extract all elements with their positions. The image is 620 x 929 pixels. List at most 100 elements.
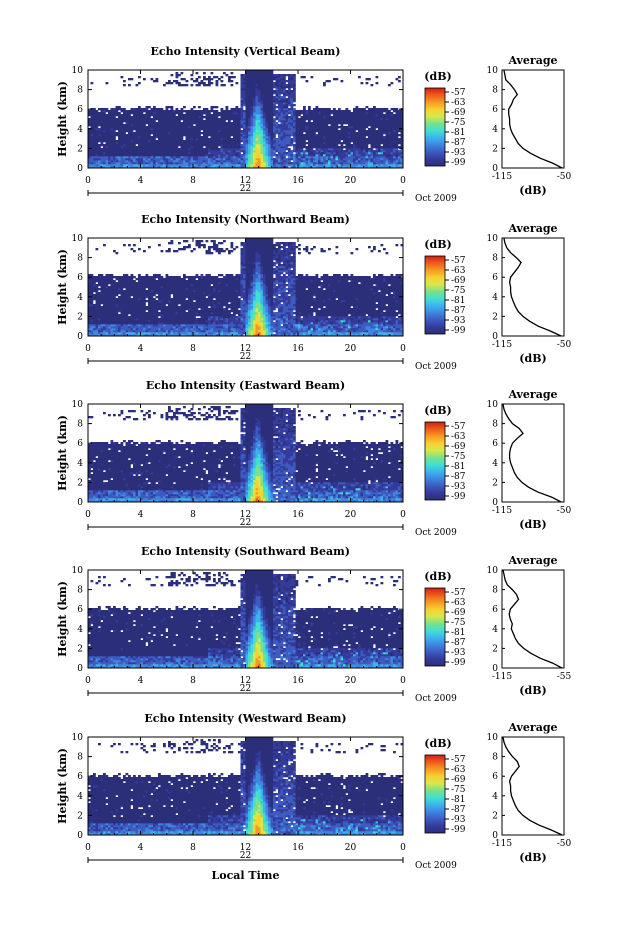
x-tick-label: 20: [345, 176, 357, 186]
profile-x-tick-label: -50: [557, 172, 572, 182]
colorbar-label: (dB): [424, 70, 451, 83]
y-tick-label: 4: [77, 293, 83, 303]
colorbar-tick-label: -93: [451, 316, 466, 326]
profile-line: [503, 237, 562, 337]
colorbar-tick-label: -75: [451, 118, 466, 128]
colorbar-tick-label: -69: [451, 775, 466, 785]
y-axis-label: Height (km): [56, 415, 69, 491]
x-tick-label: 16: [292, 843, 304, 853]
colorbar-label: (dB): [424, 737, 451, 750]
profile-line: [502, 569, 563, 669]
panel-title: Echo Intensity (Westward Beam): [144, 712, 346, 725]
x-tick-label: 4: [138, 676, 144, 686]
panel-4: Echo Intensity (Southward Beam) 0 2 4 6 8 10 0 4…: [56, 545, 572, 704]
profile-y-tick-label: 6: [492, 273, 498, 283]
profile-y-tick-label: 0: [492, 664, 498, 674]
profile-frame: [501, 736, 565, 836]
panel-5: Echo Intensity (Westward Beam) 0 2 4 6 8 10 0 4 8…: [56, 712, 572, 871]
date-month-label: Oct 2009: [415, 861, 457, 871]
profile-x-tick-label: -115: [492, 172, 512, 182]
profile-y-tick-label: 10: [487, 733, 499, 743]
heatmap: [88, 70, 404, 169]
colorbar-tick-label: -75: [451, 286, 466, 296]
x-tick-label: 12: [240, 176, 251, 186]
x-tick-label: 8: [190, 510, 196, 520]
colorbar-tick-label: -63: [451, 98, 466, 108]
colorbar: [424, 421, 446, 501]
y-tick-label: 6: [77, 105, 83, 115]
date-month-label: Oct 2009: [415, 362, 457, 372]
profile-y-tick-label: 10: [487, 566, 499, 576]
date-day-label: 22: [240, 352, 251, 362]
y-tick-label: 6: [77, 772, 83, 782]
heatmap: [88, 238, 404, 337]
x-tick-label: 12: [240, 510, 251, 520]
colorbar-tick-label: -93: [451, 148, 466, 158]
y-tick-label: 10: [72, 566, 84, 576]
x-tick-label: 20: [345, 344, 357, 354]
y-tick-label: 2: [77, 811, 83, 821]
profile-y-tick-label: 2: [492, 811, 498, 821]
profile-title: Average: [507, 388, 557, 401]
x-tick-label: 8: [190, 676, 196, 686]
colorbar-tick-label: -63: [451, 765, 466, 775]
profile-frame: [501, 69, 565, 169]
colorbar: [424, 587, 446, 667]
profile-y-tick-label: 2: [492, 312, 498, 322]
y-tick-label: 4: [77, 125, 83, 135]
x-tick-label: 4: [138, 843, 144, 853]
y-tick-label: 8: [77, 86, 83, 96]
date-month-label: Oct 2009: [415, 528, 457, 538]
colorbar-tick-label: -99: [451, 158, 466, 168]
y-axis-label: Height (km): [56, 748, 69, 824]
profile-y-tick-label: 6: [492, 772, 498, 782]
profile-y-tick-label: 2: [492, 144, 498, 154]
profile-frame: [501, 237, 565, 337]
profile-y-tick-label: 10: [487, 400, 499, 410]
colorbar-tick-label: -87: [451, 805, 466, 815]
x-tick-label: 16: [292, 676, 304, 686]
profile-x-tick-label: -50: [557, 839, 572, 849]
y-tick-label: 8: [77, 586, 83, 596]
colorbar-tick-label: -75: [451, 785, 466, 795]
profile-y-tick-label: 10: [487, 66, 499, 76]
profile-x-label: (dB): [519, 851, 546, 864]
heatmap: [88, 737, 404, 836]
date-month-label: Oct 2009: [415, 194, 457, 204]
y-tick-label: 6: [77, 273, 83, 283]
profile-y-tick-label: 10: [487, 234, 499, 244]
profile-y-tick-label: 2: [492, 478, 498, 488]
profile-title: Average: [507, 222, 557, 235]
x-tick-label: 0: [400, 843, 406, 853]
profile-x-tick-label: -55: [557, 672, 572, 682]
profile-y-tick-label: 4: [492, 792, 498, 802]
x-tick-label: 16: [292, 344, 304, 354]
panel-3: Echo Intensity (Eastward Beam) 0 2 4 6 8 10 0 4 8…: [56, 379, 572, 538]
colorbar: [424, 87, 446, 167]
colorbar-tick-label: -69: [451, 108, 466, 118]
y-tick-label: 10: [72, 66, 84, 76]
colorbar-tick-label: -99: [451, 825, 466, 835]
profile-x-label: (dB): [519, 518, 546, 531]
date-day-label: 22: [240, 518, 251, 528]
profile-y-tick-label: 6: [492, 105, 498, 115]
heatmap: [88, 570, 404, 669]
profile-y-tick-label: 0: [492, 498, 498, 508]
colorbar-tick-label: -87: [451, 472, 466, 482]
profile-x-tick-label: -50: [557, 340, 572, 350]
colorbar-tick-label: -81: [451, 296, 466, 306]
colorbar-tick-label: -63: [451, 598, 466, 608]
x-tick-label: 0: [400, 344, 406, 354]
x-tick-label: 12: [240, 843, 251, 853]
profile-x-label: (dB): [519, 352, 546, 365]
x-tick-label: 20: [345, 676, 357, 686]
colorbar-tick-label: -57: [451, 88, 466, 98]
colorbar-tick-label: -93: [451, 648, 466, 658]
colorbar-tick-label: -57: [451, 588, 466, 598]
profile-line: [502, 403, 562, 503]
y-tick-label: 4: [77, 625, 83, 635]
profile-x-tick-label: -115: [492, 506, 512, 516]
y-tick-label: 8: [77, 753, 83, 763]
y-tick-label: 0: [77, 664, 83, 674]
